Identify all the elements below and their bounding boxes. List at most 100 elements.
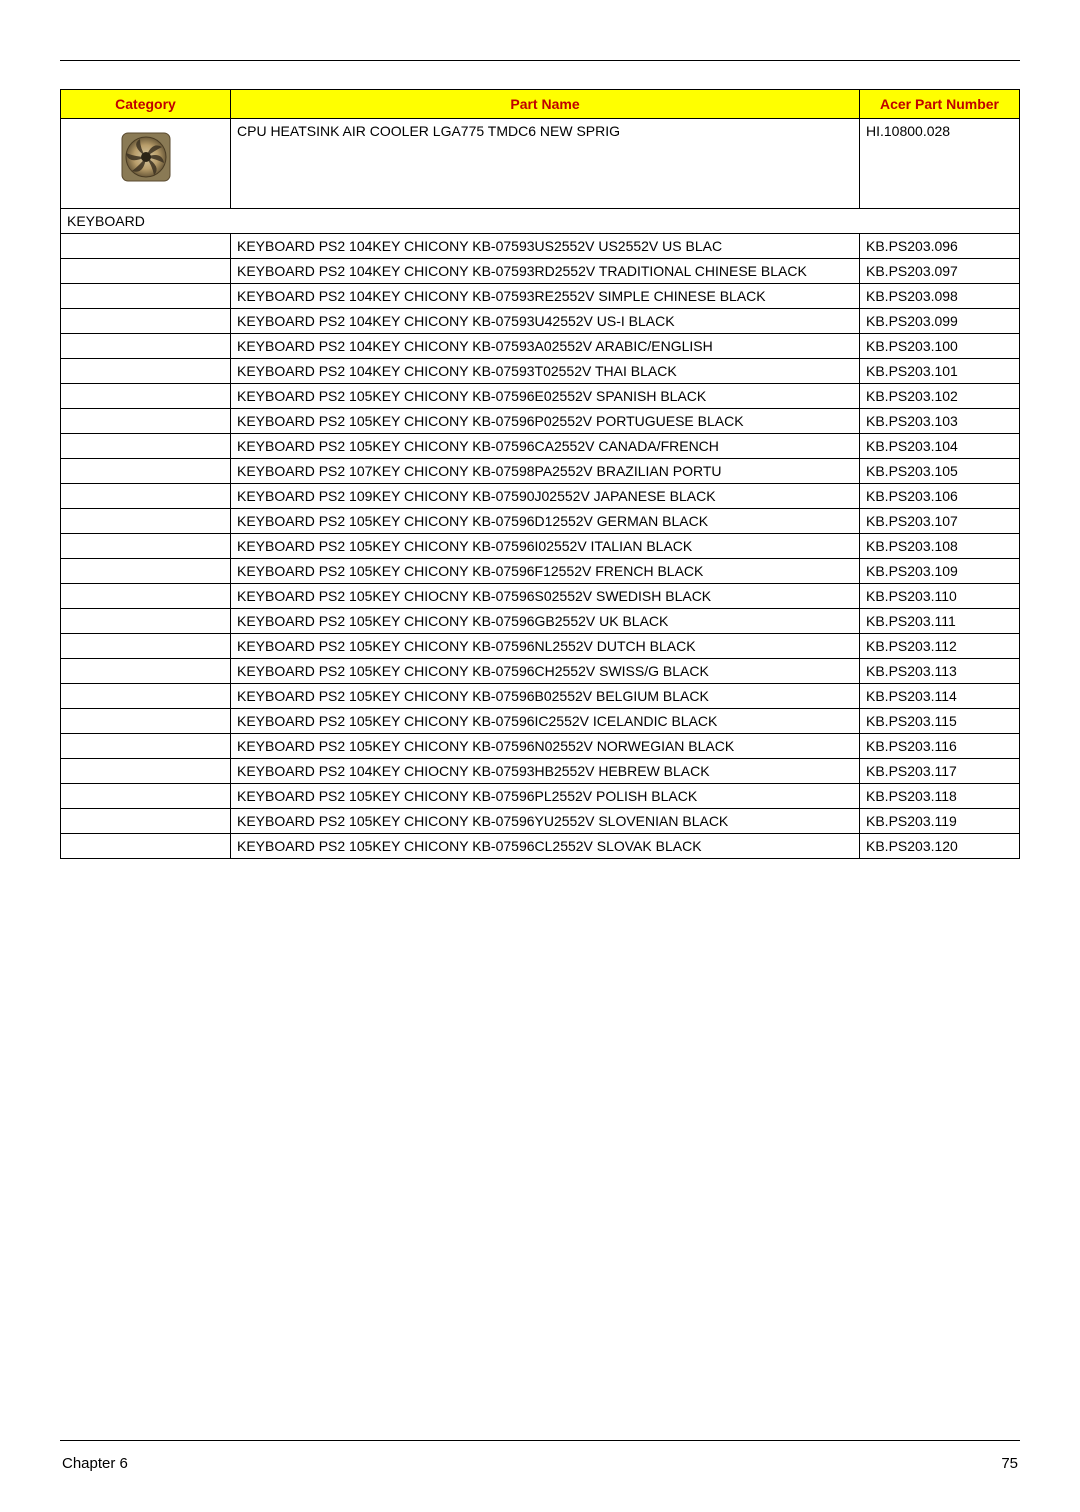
category-cell [61, 584, 231, 609]
category-cell [61, 284, 231, 309]
category-cell [61, 684, 231, 709]
part-name-cell: KEYBOARD PS2 104KEY CHICONY KB-07593A025… [231, 334, 860, 359]
part-name-cell: KEYBOARD PS2 105KEY CHICONY KB-07596I025… [231, 534, 860, 559]
category-cell [61, 359, 231, 384]
category-cell [61, 334, 231, 359]
table-row: KEYBOARD PS2 105KEY CHICONY KB-07596B025… [61, 684, 1020, 709]
part-number-cell: KB.PS203.106 [860, 484, 1020, 509]
table-header-row: Category Part Name Acer Part Number [61, 90, 1020, 119]
top-rule [60, 60, 1020, 61]
table-row: KEYBOARD PS2 105KEY CHIOCNY KB-07596S025… [61, 584, 1020, 609]
category-cell [61, 434, 231, 459]
category-cell [61, 734, 231, 759]
category-cell [61, 259, 231, 284]
part-name-cell: KEYBOARD PS2 105KEY CHICONY KB-07596CH25… [231, 659, 860, 684]
part-number-cell: KB.PS203.114 [860, 684, 1020, 709]
header-category: Category [61, 90, 231, 119]
category-cell [61, 609, 231, 634]
category-cell [61, 559, 231, 584]
table-row: KEYBOARD PS2 104KEY CHICONY KB-07593T025… [61, 359, 1020, 384]
part-number-cell: KB.PS203.096 [860, 234, 1020, 259]
table-row: KEYBOARD PS2 104KEY CHICONY KB-07593RD25… [61, 259, 1020, 284]
part-name-cell: KEYBOARD PS2 105KEY CHICONY KB-07596IC25… [231, 709, 860, 734]
parts-table: Category Part Name Acer Part Number [60, 89, 1020, 859]
part-number-cell: KB.PS203.099 [860, 309, 1020, 334]
part-name-cell: KEYBOARD PS2 105KEY CHICONY KB-07596D125… [231, 509, 860, 534]
category-cell [61, 759, 231, 784]
header-part-number: Acer Part Number [860, 90, 1020, 119]
heatsink-number: HI.10800.028 [860, 119, 1020, 209]
footer-right: 75 [1001, 1455, 1018, 1472]
page-footer: Chapter 6 75 [60, 1451, 1020, 1472]
table-row: KEYBOARD PS2 105KEY CHICONY KB-07596YU25… [61, 809, 1020, 834]
part-name-cell: KEYBOARD PS2 104KEY CHIOCNY KB-07593HB25… [231, 759, 860, 784]
part-number-cell: KB.PS203.108 [860, 534, 1020, 559]
table-row: KEYBOARD PS2 105KEY CHICONY KB-07596P025… [61, 409, 1020, 434]
part-number-cell: KB.PS203.119 [860, 809, 1020, 834]
footer-left: Chapter 6 [62, 1455, 128, 1472]
part-number-cell: KB.PS203.111 [860, 609, 1020, 634]
part-name-cell: KEYBOARD PS2 105KEY CHICONY KB-07596N025… [231, 734, 860, 759]
table-row: KEYBOARD PS2 105KEY CHICONY KB-07596IC25… [61, 709, 1020, 734]
part-name-cell: KEYBOARD PS2 105KEY CHICONY KB-07596E025… [231, 384, 860, 409]
table-row: KEYBOARD PS2 105KEY CHICONY KB-07596E025… [61, 384, 1020, 409]
table-row: KEYBOARD PS2 105KEY CHICONY KB-07596CL25… [61, 834, 1020, 859]
category-cell [61, 309, 231, 334]
part-number-cell: KB.PS203.107 [860, 509, 1020, 534]
table-row: KEYBOARD PS2 105KEY CHICONY KB-07596NL25… [61, 634, 1020, 659]
category-cell [61, 509, 231, 534]
table-row: KEYBOARD PS2 105KEY CHICONY KB-07596I025… [61, 534, 1020, 559]
part-number-cell: KB.PS203.120 [860, 834, 1020, 859]
part-number-cell: KB.PS203.117 [860, 759, 1020, 784]
heatsink-icon [116, 127, 176, 187]
table-row: KEYBOARD PS2 105KEY CHICONY KB-07596PL25… [61, 784, 1020, 809]
section-row-keyboard: KEYBOARD [61, 209, 1020, 234]
part-name-cell: KEYBOARD PS2 107KEY CHICONY KB-07598PA25… [231, 459, 860, 484]
part-number-cell: KB.PS203.112 [860, 634, 1020, 659]
part-number-cell: KB.PS203.104 [860, 434, 1020, 459]
category-cell [61, 409, 231, 434]
table-row: KEYBOARD PS2 104KEY CHICONY KB-07593U425… [61, 309, 1020, 334]
table-row: KEYBOARD PS2 105KEY CHICONY KB-07596CA25… [61, 434, 1020, 459]
section-label: KEYBOARD [61, 209, 1020, 234]
part-name-cell: KEYBOARD PS2 105KEY CHICONY KB-07596P025… [231, 409, 860, 434]
table-row: KEYBOARD PS2 109KEY CHICONY KB-07590J025… [61, 484, 1020, 509]
table-row: KEYBOARD PS2 104KEY CHICONY KB-07593A025… [61, 334, 1020, 359]
category-cell [61, 784, 231, 809]
part-name-cell: KEYBOARD PS2 105KEY CHICONY KB-07596B025… [231, 684, 860, 709]
part-number-cell: KB.PS203.118 [860, 784, 1020, 809]
part-name-cell: KEYBOARD PS2 105KEY CHICONY KB-07596PL25… [231, 784, 860, 809]
category-cell [61, 634, 231, 659]
part-number-cell: KB.PS203.113 [860, 659, 1020, 684]
category-cell [61, 834, 231, 859]
part-name-cell: KEYBOARD PS2 105KEY CHICONY KB-07596F125… [231, 559, 860, 584]
category-cell [61, 659, 231, 684]
part-number-cell: KB.PS203.100 [860, 334, 1020, 359]
table-row: KEYBOARD PS2 105KEY CHICONY KB-07596CH25… [61, 659, 1020, 684]
part-name-cell: KEYBOARD PS2 105KEY CHICONY KB-07596NL25… [231, 634, 860, 659]
heatsink-image-cell [61, 119, 231, 209]
table-row: KEYBOARD PS2 107KEY CHICONY KB-07598PA25… [61, 459, 1020, 484]
part-name-cell: KEYBOARD PS2 105KEY CHICONY KB-07596GB25… [231, 609, 860, 634]
table-row: KEYBOARD PS2 104KEY CHICONY KB-07593RE25… [61, 284, 1020, 309]
category-cell [61, 484, 231, 509]
part-name-cell: KEYBOARD PS2 105KEY CHICONY KB-07596CA25… [231, 434, 860, 459]
heatsink-row: CPU HEATSINK AIR COOLER LGA775 TMDC6 NEW… [61, 119, 1020, 209]
part-number-cell: KB.PS203.097 [860, 259, 1020, 284]
category-cell [61, 534, 231, 559]
table-row: KEYBOARD PS2 105KEY CHICONY KB-07596N025… [61, 734, 1020, 759]
category-cell [61, 809, 231, 834]
part-name-cell: KEYBOARD PS2 104KEY CHICONY KB-07593T025… [231, 359, 860, 384]
part-number-cell: KB.PS203.102 [860, 384, 1020, 409]
part-number-cell: KB.PS203.101 [860, 359, 1020, 384]
category-cell [61, 459, 231, 484]
part-name-cell: KEYBOARD PS2 104KEY CHICONY KB-07593RE25… [231, 284, 860, 309]
category-cell [61, 709, 231, 734]
part-number-cell: KB.PS203.115 [860, 709, 1020, 734]
table-row: KEYBOARD PS2 105KEY CHICONY KB-07596GB25… [61, 609, 1020, 634]
bottom-rule [60, 1440, 1020, 1441]
header-part-name: Part Name [231, 90, 860, 119]
table-row: KEYBOARD PS2 105KEY CHICONY KB-07596F125… [61, 559, 1020, 584]
part-number-cell: KB.PS203.110 [860, 584, 1020, 609]
part-name-cell: KEYBOARD PS2 105KEY CHICONY KB-07596CL25… [231, 834, 860, 859]
